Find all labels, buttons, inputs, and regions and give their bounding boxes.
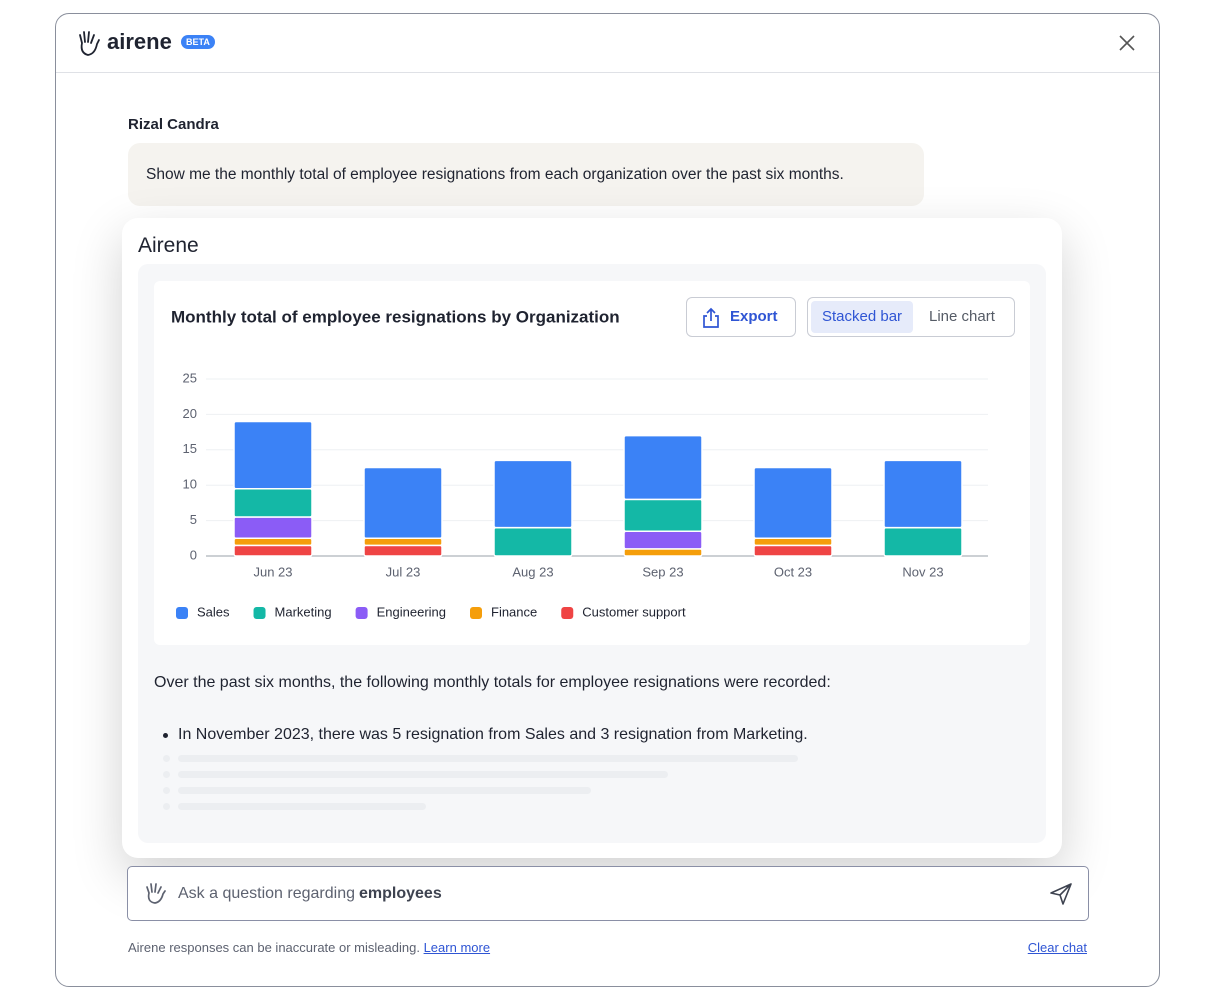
x-tick-label: Sep 23 (642, 564, 683, 579)
close-button[interactable] (1118, 34, 1136, 52)
legend-swatch (176, 607, 188, 619)
bar-segment (233, 420, 313, 490)
toggle-line-chart[interactable]: Line chart (929, 308, 995, 325)
x-tick-label: Oct 23 (774, 564, 812, 579)
skeleton-dot (163, 803, 170, 810)
skeleton-line (178, 787, 591, 794)
legend-label: Marketing (275, 604, 332, 619)
y-tick-label: 10 (183, 477, 197, 492)
legend-swatch (355, 607, 368, 619)
skeleton-dot (163, 771, 170, 778)
skeleton-dot (163, 787, 170, 794)
y-tick-label: 25 (183, 370, 197, 385)
user-message: Show me the monthly total of employee re… (128, 143, 924, 206)
legend-swatch (470, 607, 482, 619)
chart: Monthly total of employee resignations b… (171, 307, 988, 619)
y-tick-label: 5 (190, 512, 197, 527)
summary: Over the past six months, the following … (154, 674, 831, 691)
x-tick-label: Jul 23 (386, 564, 421, 579)
export-label: Export (730, 308, 778, 325)
bar-segment (233, 487, 313, 518)
chart-title: Monthly total of employee resignations b… (171, 307, 620, 326)
assistant-name: Airene (138, 234, 199, 257)
bar-segment (363, 537, 443, 547)
bullet-text: In November 2023, there was 5 resignatio… (178, 726, 808, 743)
legend-label: Engineering (377, 604, 446, 619)
bar-segment (623, 530, 703, 550)
skeleton-line (178, 755, 798, 762)
bar-segment (233, 544, 313, 557)
send-button[interactable] (1048, 881, 1074, 907)
x-tick-label: Jun 23 (253, 564, 292, 579)
legend-label: Customer support (582, 604, 686, 619)
skeleton-line (178, 771, 668, 778)
clear-chat-link[interactable]: Clear chat (1027, 940, 1087, 955)
placeholder-text: Ask a question regarding (178, 885, 355, 902)
bar-segment (623, 434, 703, 501)
input-placeholder: Ask a question regarding employees (178, 885, 442, 903)
x-tick-label: Aug 23 (512, 564, 553, 579)
bar-segment (233, 537, 313, 547)
legend-label: Sales (197, 604, 230, 619)
bar-segment (753, 544, 833, 557)
export-icon (703, 307, 719, 328)
y-tick-label: 20 (183, 406, 197, 421)
legend-swatch (253, 607, 266, 619)
modal-frame (55, 13, 1160, 987)
legend-label: Finance (491, 604, 537, 619)
bar-segment (363, 544, 443, 557)
bullet-dot (163, 733, 168, 738)
skeleton-line (178, 803, 426, 810)
export-button[interactable]: Export (686, 297, 796, 337)
placeholder-emphasis: employees (359, 885, 442, 902)
bar-segment (493, 526, 573, 557)
disclaimer-text: Airene responses can be inaccurate or mi… (128, 940, 420, 955)
bar-segment (623, 548, 703, 557)
toggle-stacked-bar[interactable]: Stacked bar (811, 301, 914, 333)
x-tick-label: Nov 23 (902, 564, 943, 579)
bar-segment (233, 516, 313, 540)
chat-input[interactable] (127, 866, 1089, 921)
beta-badge: BETA (181, 35, 215, 49)
bar-segment (883, 459, 963, 529)
brand: airene (107, 29, 172, 54)
bar-segment (363, 466, 443, 540)
bar-segment (883, 526, 963, 557)
bar-segment (623, 498, 703, 532)
bar-segment (753, 537, 833, 547)
y-tick-label: 15 (183, 441, 197, 456)
learn-more-link[interactable]: Learn more (423, 940, 491, 955)
disclaimer: Airene responses can be inaccurate or mi… (128, 940, 490, 955)
logo-icon (79, 31, 100, 56)
divider (56, 72, 1159, 73)
bar-segment (753, 466, 833, 540)
bar-segment (493, 459, 573, 529)
legend-swatch (561, 607, 574, 619)
y-tick-label: 0 (190, 547, 197, 562)
skeleton-dot (163, 755, 170, 762)
input-icon (146, 883, 166, 904)
user-name: Rizal Candra (128, 116, 219, 133)
chart-toggle: Stacked bar Line chart (807, 297, 1015, 337)
